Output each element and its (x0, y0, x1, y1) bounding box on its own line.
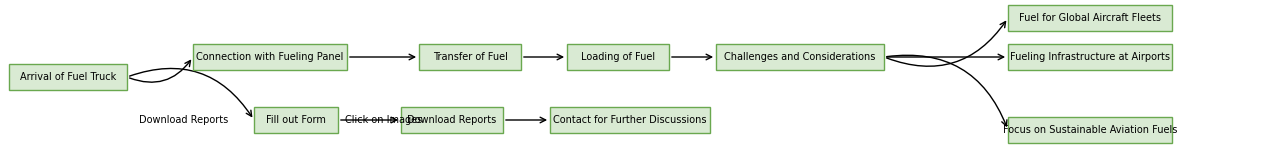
Text: Fuel for Global Aircraft Fleets: Fuel for Global Aircraft Fleets (1019, 13, 1161, 23)
Text: Click on Images: Click on Images (346, 115, 422, 125)
FancyBboxPatch shape (550, 107, 710, 133)
FancyBboxPatch shape (253, 107, 338, 133)
FancyBboxPatch shape (193, 44, 347, 70)
FancyBboxPatch shape (1009, 5, 1172, 31)
Text: Contact for Further Discussions: Contact for Further Discussions (553, 115, 707, 125)
FancyBboxPatch shape (1009, 117, 1172, 143)
FancyBboxPatch shape (567, 44, 669, 70)
Text: Fueling Infrastructure at Airports: Fueling Infrastructure at Airports (1010, 52, 1170, 62)
FancyBboxPatch shape (9, 64, 127, 90)
Text: Fill out Form: Fill out Form (266, 115, 326, 125)
Text: Download Reports: Download Reports (140, 115, 229, 125)
Text: Arrival of Fuel Truck: Arrival of Fuel Truck (20, 72, 116, 82)
Text: Loading of Fuel: Loading of Fuel (581, 52, 655, 62)
FancyBboxPatch shape (716, 44, 884, 70)
FancyBboxPatch shape (419, 44, 521, 70)
Text: Transfer of Fuel: Transfer of Fuel (433, 52, 507, 62)
Text: Connection with Fueling Panel: Connection with Fueling Panel (196, 52, 344, 62)
FancyBboxPatch shape (401, 107, 503, 133)
Text: Focus on Sustainable Aviation Fuels: Focus on Sustainable Aviation Fuels (1002, 125, 1178, 135)
Text: Download Reports: Download Reports (407, 115, 497, 125)
FancyBboxPatch shape (1009, 44, 1172, 70)
Text: Challenges and Considerations: Challenges and Considerations (724, 52, 876, 62)
